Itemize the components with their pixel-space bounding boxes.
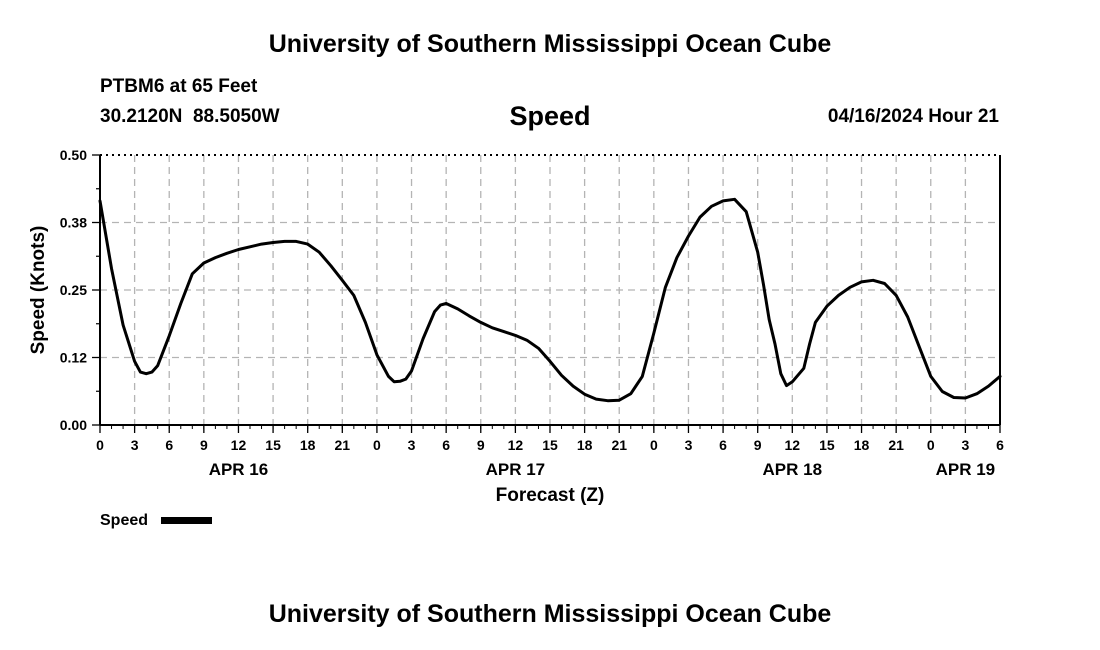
- y-axis-title: Speed (Knots): [28, 226, 49, 355]
- x-tick-label: 21: [611, 437, 627, 453]
- x-tick-label: 15: [265, 437, 281, 453]
- y-tick-label: 0.00: [60, 417, 87, 433]
- day-label: APR 19: [936, 460, 996, 479]
- y-tick-label: 0.38: [60, 215, 87, 231]
- legend-label: Speed: [100, 512, 148, 529]
- x-tick-label: 6: [996, 437, 1004, 453]
- x-tick-label: 6: [442, 437, 450, 453]
- footer-title: University of Southern Mississippi Ocean…: [268, 600, 832, 628]
- x-tick-label: 3: [685, 437, 693, 453]
- grid: [100, 155, 1000, 425]
- y-tick-label: 0.12: [60, 350, 87, 366]
- x-tick-label: 3: [408, 437, 416, 453]
- coordinates-label: 30.2120N 88.5050W: [100, 106, 280, 127]
- day-label: APR 18: [763, 460, 823, 479]
- axes: [92, 154, 1001, 433]
- y-tick-label: 0.25: [60, 282, 87, 298]
- x-tick-label: 15: [542, 437, 558, 453]
- x-tick-label: 21: [888, 437, 904, 453]
- forecast-datetime: 04/16/2024 Hour 21: [827, 106, 999, 127]
- x-tick-label: 12: [508, 437, 524, 453]
- x-tick-label: 12: [231, 437, 247, 453]
- x-tick-label: 18: [300, 437, 316, 453]
- legend-swatch: [161, 517, 212, 524]
- x-tick-label: 0: [373, 437, 381, 453]
- x-tick-label: 18: [854, 437, 870, 453]
- x-tick-label: 15: [819, 437, 835, 453]
- x-tick-label: 0: [96, 437, 104, 453]
- day-label: APR 17: [486, 460, 546, 479]
- day-label: APR 16: [209, 460, 269, 479]
- x-tick-label: 9: [200, 437, 208, 453]
- x-tick-label: 3: [131, 437, 139, 453]
- variable-title: Speed: [509, 101, 591, 131]
- x-tick-label: 9: [754, 437, 762, 453]
- station-label: PTBM6 at 65 Feet: [100, 76, 258, 97]
- x-tick-label: 0: [650, 437, 658, 453]
- x-tick-label: 6: [165, 437, 173, 453]
- y-tick-label: 0.50: [60, 147, 87, 163]
- series-layer: [98, 197, 1002, 403]
- speed-series-line: [98, 197, 1002, 403]
- x-tick-label: 12: [785, 437, 801, 453]
- x-tick-label: 0: [927, 437, 935, 453]
- x-axis-title: Forecast (Z): [496, 485, 605, 506]
- x-tick-label: 6: [719, 437, 727, 453]
- x-tick-label: 3: [961, 437, 969, 453]
- chart-title: University of Southern Mississippi Ocean…: [268, 30, 832, 58]
- labels: 0.00 0.12 0.25 0.38 0.50 0 3 6 9 12 15 18 21 0 3 6 9 12 15…: [28, 147, 1004, 529]
- x-tick-label: 18: [577, 437, 593, 453]
- x-tick-label: 9: [477, 437, 485, 453]
- x-tick-label: 21: [335, 437, 351, 453]
